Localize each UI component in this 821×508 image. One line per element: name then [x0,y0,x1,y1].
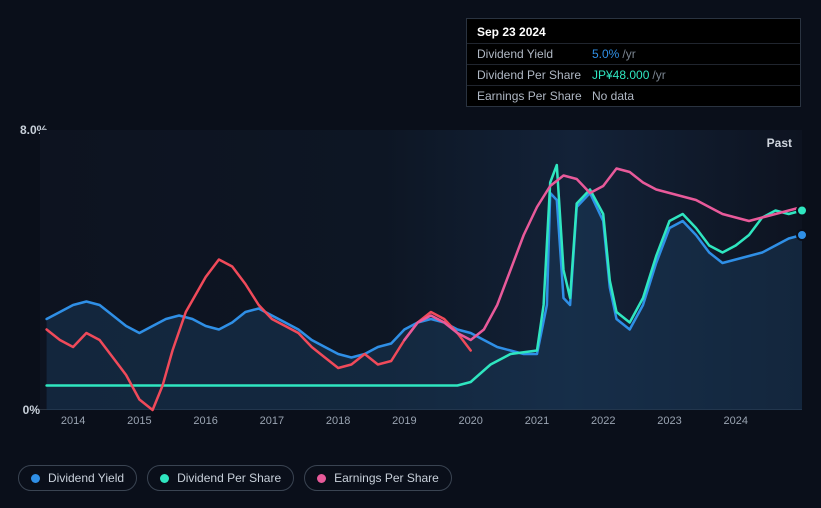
tooltip-date: Sep 23 2024 [467,19,800,43]
x-axis-label: 2015 [127,415,151,427]
y-axis-label: 0% [20,403,40,417]
x-axis-label: 2021 [525,415,549,427]
tooltip-row: Dividend Yield5.0%/yr [467,43,800,64]
legend-item[interactable]: Earnings Per Share [304,465,452,491]
tooltip-key: Dividend Per Share [477,68,592,82]
chart-lines [40,130,802,409]
tooltip-row: Dividend Per ShareJP¥48.000/yr [467,64,800,85]
tooltip-suffix: /yr [622,47,635,61]
tooltip-value: 5.0%/yr [592,47,636,61]
x-axis-label: 2024 [723,415,747,427]
x-axis-label: 2014 [61,415,85,427]
x-axis-label: 2022 [591,415,615,427]
tooltip-key: Earnings Per Share [477,89,592,103]
tooltip-value: No data [592,89,634,103]
plot-area[interactable]: Past [40,130,802,410]
x-axis-label: 2019 [392,415,416,427]
x-axis-label: 2018 [326,415,350,427]
dividend-chart: 0% 8.0% Past 2014 2015 2016 2017 2018 2019 2020… [20,110,802,430]
x-axis-label: 2017 [260,415,284,427]
tooltip-suffix: /yr [652,68,665,82]
x-axis-label: 2023 [657,415,681,427]
legend-item[interactable]: Dividend Per Share [147,465,294,491]
tooltip-key: Dividend Yield [477,47,592,61]
x-axis-ticks: 2014 2015 2016 2017 2018 2019 2020 2021 2022 2023… [40,415,802,435]
legend-label: Earnings Per Share [334,471,439,485]
legend-dot-icon [317,474,326,483]
tooltip-row: Earnings Per ShareNo data [467,85,800,106]
x-axis-label: 2016 [193,415,217,427]
y-axis-label: 8.0% [20,123,40,137]
tooltip-value: JP¥48.000/yr [592,68,666,82]
legend-dot-icon [160,474,169,483]
series-end-dot [797,230,807,240]
legend-label: Dividend Per Share [177,471,281,485]
legend-label: Dividend Yield [48,471,124,485]
series-end-dot [797,206,807,216]
legend-item[interactable]: Dividend Yield [18,465,137,491]
chart-tooltip: Sep 23 2024 Dividend Yield5.0%/yrDividen… [466,18,801,107]
chart-legend: Dividend Yield Dividend Per Share Earnings… [18,465,452,491]
legend-dot-icon [31,474,40,483]
x-axis-label: 2020 [458,415,482,427]
